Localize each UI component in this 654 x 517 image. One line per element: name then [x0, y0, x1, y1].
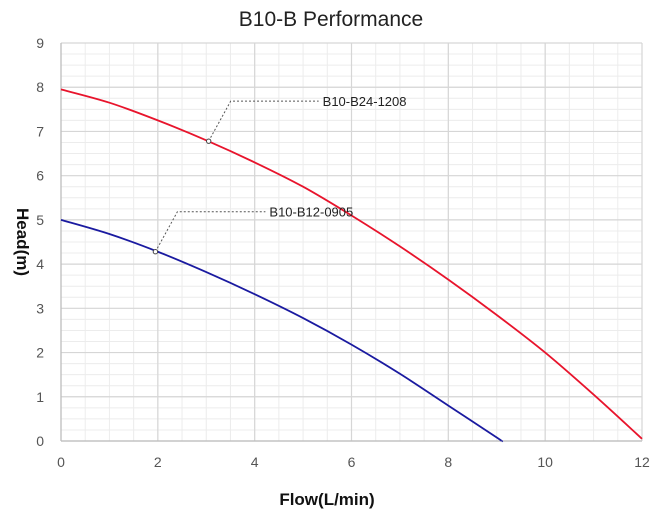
grid: [60, 42, 643, 442]
x-tick-label: 12: [634, 454, 650, 470]
y-tick-label: 5: [36, 212, 44, 228]
series-label-2: B10-B12-0905: [269, 205, 353, 220]
y-tick-label: 6: [36, 168, 44, 184]
x-tick-label: 2: [154, 454, 162, 470]
y-tick-label: 7: [36, 123, 44, 139]
series-lines: [60, 88, 643, 443]
series-label-1: B10-B24-1208: [323, 94, 407, 109]
callout-leader-2: [154, 211, 266, 252]
callout-marker-1: [205, 138, 212, 144]
y-tick-label: 8: [36, 79, 44, 95]
callout-leader-1: [208, 100, 319, 142]
x-tick-label: 4: [251, 454, 259, 470]
series-line-1: [60, 88, 643, 440]
y-tick-label: 2: [36, 345, 44, 361]
series-callouts: B10-B24-1208 B10-B12-0905: [152, 94, 407, 255]
y-tick-label: 9: [36, 35, 44, 51]
y-tick-label: 3: [36, 300, 44, 316]
callout-marker-2: [152, 249, 159, 255]
x-tick-label: 0: [57, 454, 65, 470]
x-tick-label: 8: [444, 454, 452, 470]
x-axis-label: Flow(L/min): [279, 490, 374, 509]
x-tick-label: 10: [537, 454, 553, 470]
y-tick-label: 1: [36, 389, 44, 405]
y-axis-label: Head(m): [13, 208, 32, 276]
y-tick-label: 0: [36, 433, 44, 449]
y-tick-label: 4: [36, 256, 44, 272]
x-tick-label: 6: [348, 454, 356, 470]
series-line-2: [60, 219, 504, 443]
chart-title: B10-B Performance: [239, 8, 423, 31]
